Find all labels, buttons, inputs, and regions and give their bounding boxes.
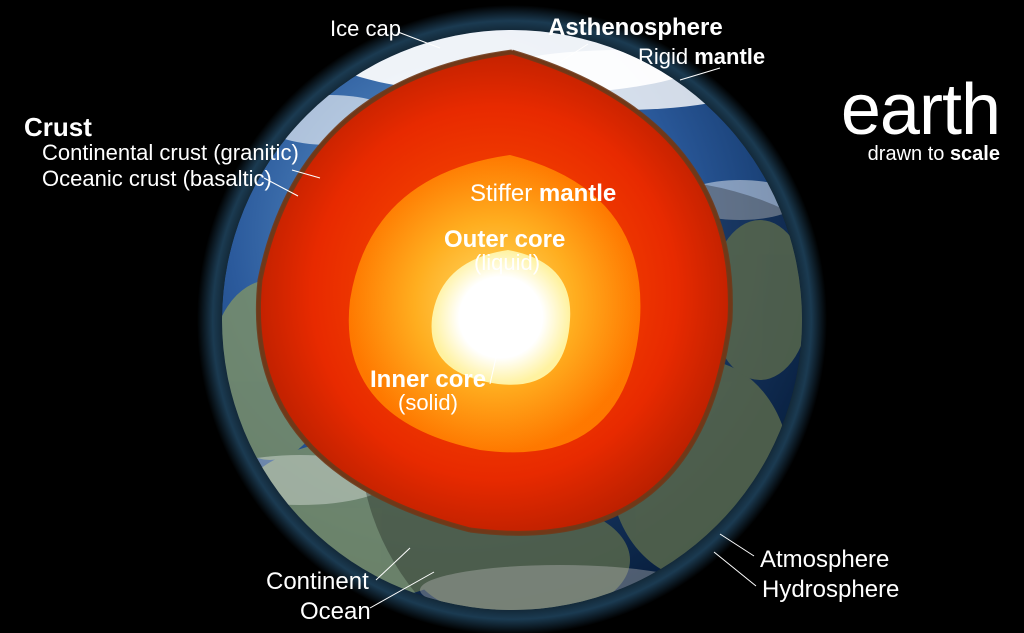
label-inner-core-sub: (solid) <box>398 390 458 416</box>
label-stiffer-bold: mantle <box>539 180 616 207</box>
label-ice-cap: Ice cap <box>330 16 401 42</box>
title-sub-prefix: drawn to <box>868 143 950 165</box>
label-rigid-prefix: Rigid <box>638 44 694 69</box>
label-outer-core-sub: (liquid) <box>474 250 540 276</box>
label-crust-oceanic: Oceanic crust (basaltic) <box>42 166 272 192</box>
label-asthenosphere: Asthenosphere <box>548 14 723 43</box>
label-hydrosphere: Hydrosphere <box>762 576 899 605</box>
title-main: earth <box>841 78 1000 143</box>
label-stiffer-prefix: Stiffer <box>470 180 539 207</box>
title-block: earth drawn to scale <box>841 78 1000 166</box>
label-atmosphere: Atmosphere <box>760 546 889 575</box>
label-stiffer-mantle: Stiffer mantle <box>470 180 616 209</box>
label-crust-continental: Continental crust (granitic) <box>42 140 299 166</box>
label-crust-title: Crust <box>24 112 92 143</box>
label-rigid-bold: mantle <box>694 44 765 69</box>
label-ocean: Ocean <box>300 598 371 627</box>
label-rigid-mantle: Rigid mantle <box>638 44 765 70</box>
title-sub-bold: scale <box>950 143 1000 165</box>
label-continent: Continent <box>266 568 369 597</box>
